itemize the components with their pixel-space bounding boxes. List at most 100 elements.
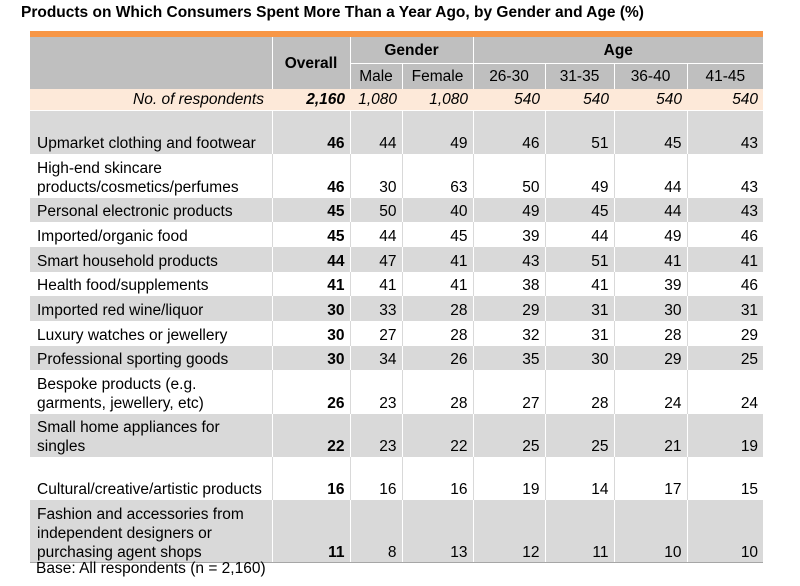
cell-overall: 30 bbox=[271, 295, 350, 321]
header-age-36-40: 36-40 bbox=[613, 63, 688, 89]
header-age-41-45: 41-45 bbox=[686, 63, 764, 89]
cell-value: 41 bbox=[401, 271, 474, 296]
cell-value: 24 bbox=[686, 369, 764, 414]
table-row: Professional sporting goods 30 34 26 35 30 29 2… bbox=[30, 345, 764, 370]
cell-value: 49 bbox=[401, 110, 474, 154]
cell-value: 43 bbox=[472, 246, 546, 272]
cell-value: 11 bbox=[544, 499, 615, 562]
cell-value: 25 bbox=[472, 413, 546, 457]
table-title: Products on Which Consumers Spent More T… bbox=[21, 4, 644, 21]
cell-value: 31 bbox=[544, 320, 615, 346]
row-label: Health food/supplements bbox=[30, 271, 272, 296]
cell-value: 25 bbox=[544, 413, 615, 457]
cell-overall: 22 bbox=[271, 413, 350, 457]
cell-value: 16 bbox=[401, 456, 474, 500]
cell-value: 28 bbox=[544, 369, 615, 414]
cell-value: 23 bbox=[349, 413, 402, 457]
respondents-overall: 2,160 bbox=[272, 89, 350, 111]
cell-value: 30 bbox=[544, 345, 615, 370]
respondents-36-40: 540 bbox=[614, 89, 688, 111]
row-label: Imported/organic food bbox=[30, 221, 272, 247]
cell-value: 41 bbox=[613, 246, 688, 272]
cell-value: 51 bbox=[544, 246, 615, 272]
cell-value: 44 bbox=[613, 153, 688, 198]
cell-value: 30 bbox=[349, 153, 402, 198]
table-row: High-end skincare products/cosmetics/per… bbox=[30, 153, 764, 198]
cell-overall: 11 bbox=[271, 499, 350, 562]
cell-value: 45 bbox=[544, 197, 615, 222]
cell-value: 46 bbox=[472, 110, 546, 154]
cell-value: 19 bbox=[472, 456, 546, 500]
cell-value: 49 bbox=[544, 153, 615, 198]
cell-value: 41 bbox=[401, 246, 474, 272]
cell-value: 50 bbox=[349, 197, 402, 222]
table-row: Health food/supplements 41 41 41 38 41 39 46 bbox=[30, 271, 764, 296]
cell-value: 29 bbox=[472, 295, 546, 321]
header-age-31-35: 31-35 bbox=[544, 63, 615, 89]
row-label: Personal electronic products bbox=[30, 197, 272, 222]
header-age: Age bbox=[472, 37, 764, 64]
table-row: Cultural/creative/artistic products 16 16 1… bbox=[30, 456, 764, 500]
header-gender: Gender bbox=[349, 37, 474, 64]
cell-value: 15 bbox=[686, 456, 764, 500]
cell-value: 46 bbox=[686, 221, 764, 247]
cell-overall: 41 bbox=[271, 271, 350, 296]
cell-value: 32 bbox=[472, 320, 546, 346]
cell-value: 41 bbox=[686, 246, 764, 272]
cell-value: 27 bbox=[472, 369, 546, 414]
cell-overall: 16 bbox=[271, 456, 350, 500]
cell-value: 12 bbox=[472, 499, 546, 562]
cell-value: 23 bbox=[349, 369, 402, 414]
header-overall: Overall bbox=[271, 37, 350, 89]
row-label: Upmarket clothing and footwear bbox=[30, 110, 272, 154]
table-row: Small home appliances for singles 22 23 22 2… bbox=[30, 413, 764, 457]
cell-value: 10 bbox=[686, 499, 764, 562]
row-label: Cultural/creative/artistic products bbox=[30, 456, 272, 500]
cell-value: 49 bbox=[472, 197, 546, 222]
row-label: Professional sporting goods bbox=[30, 345, 272, 370]
cell-value: 63 bbox=[401, 153, 474, 198]
table-row: Imported red wine/liquor 30 33 28 29 31 30 31 bbox=[30, 295, 764, 321]
cell-value: 45 bbox=[613, 110, 688, 154]
cell-value: 19 bbox=[686, 413, 764, 457]
cell-value: 41 bbox=[544, 271, 615, 296]
cell-value: 33 bbox=[349, 295, 402, 321]
cell-value: 50 bbox=[472, 153, 546, 198]
cell-value: 30 bbox=[613, 295, 688, 321]
cell-value: 21 bbox=[613, 413, 688, 457]
cell-value: 44 bbox=[349, 221, 402, 247]
table-row: Imported/organic food 45 44 45 39 44 49 46 bbox=[30, 221, 764, 247]
table-row: Smart household products 44 47 41 43 51 41 41 bbox=[30, 246, 764, 272]
cell-value: 31 bbox=[686, 295, 764, 321]
cell-value: 40 bbox=[401, 197, 474, 222]
row-label: Smart household products bbox=[30, 246, 272, 272]
respondents-row: No. of respondents 2,160 1,080 1,080 540… bbox=[30, 89, 764, 111]
table-top-accent-bar bbox=[30, 31, 763, 37]
row-label: Imported red wine/liquor bbox=[30, 295, 272, 321]
cell-value: 13 bbox=[401, 499, 474, 562]
cell-value: 47 bbox=[349, 246, 402, 272]
header-blank-cell bbox=[30, 37, 272, 89]
cell-overall: 46 bbox=[271, 153, 350, 198]
table-row: Personal electronic products 45 50 40 49 45 44… bbox=[30, 197, 764, 222]
row-label: Small home appliances for singles bbox=[30, 413, 272, 457]
base-note: Base: All respondents (n = 2,160) bbox=[36, 560, 266, 577]
header-age-26-30: 26-30 bbox=[472, 63, 546, 89]
respondents-label: No. of respondents bbox=[30, 89, 272, 111]
respondents-male: 1,080 bbox=[350, 89, 402, 111]
cell-overall: 26 bbox=[271, 369, 350, 414]
row-label: High-end skincare products/cosmetics/per… bbox=[30, 153, 272, 198]
respondents-41-45: 540 bbox=[687, 89, 764, 111]
cell-value: 29 bbox=[613, 345, 688, 370]
table-body: Upmarket clothing and footwear 46 44 49 46 51… bbox=[30, 110, 764, 562]
cell-value: 28 bbox=[401, 295, 474, 321]
row-label: Fashion and accessories from independent… bbox=[30, 499, 272, 562]
cell-value: 34 bbox=[349, 345, 402, 370]
cell-value: 10 bbox=[613, 499, 688, 562]
header-female: Female bbox=[401, 63, 474, 89]
cell-overall: 46 bbox=[271, 110, 350, 154]
row-label: Bespoke products (e.g. garments, jewelle… bbox=[30, 369, 272, 414]
cell-value: 16 bbox=[349, 456, 402, 500]
cell-value: 46 bbox=[686, 271, 764, 296]
respondents-26-30: 540 bbox=[473, 89, 546, 111]
